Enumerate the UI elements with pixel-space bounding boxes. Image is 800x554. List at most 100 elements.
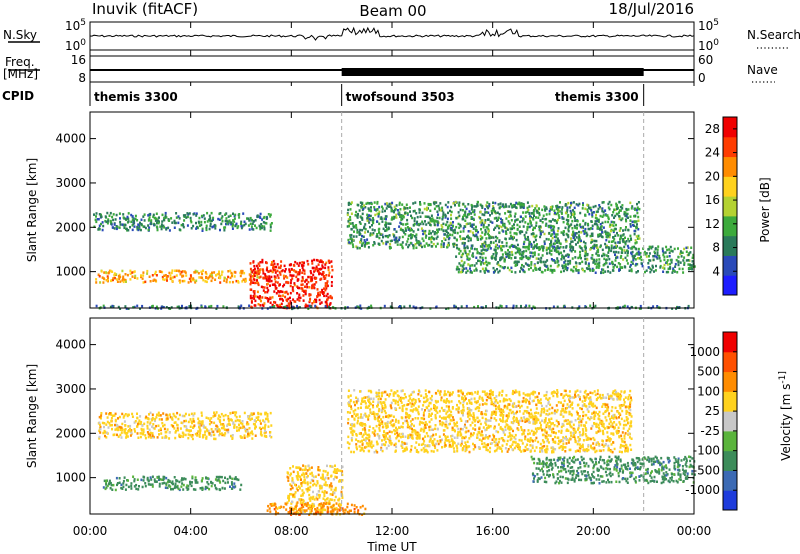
- scatter-cell: [315, 305, 318, 309]
- scatter-cell: [243, 223, 246, 227]
- scatter-cell: [484, 248, 486, 252]
- scatter-cell: [464, 397, 467, 400]
- scatter-cell: [381, 210, 384, 213]
- scatter-cell: [189, 480, 191, 484]
- scatter-cell: [656, 251, 659, 254]
- scatter-cell: [607, 246, 610, 249]
- scatter-cell: [286, 475, 289, 479]
- scatter-cell: [267, 277, 270, 280]
- scatter-cell: [621, 266, 624, 269]
- scatter-cell: [229, 411, 232, 415]
- scatter-cell: [102, 277, 105, 280]
- scatter-cell: [271, 270, 274, 274]
- scatter-cell: [302, 509, 304, 512]
- scatter-cell: [422, 414, 425, 417]
- scatter-cell: [266, 413, 269, 416]
- scatter-cell: [121, 428, 124, 432]
- scatter-cell: [602, 271, 605, 274]
- scatter-cell: [407, 234, 410, 238]
- scatter-cell: [541, 230, 544, 234]
- scatter-cell: [435, 237, 438, 240]
- scatter-cell: [218, 429, 221, 432]
- scatter-cell: [535, 221, 538, 224]
- scatter-cell: [363, 227, 365, 230]
- scatter-cell: [382, 235, 384, 239]
- scatter-cell: [403, 404, 406, 407]
- scatter-cell: [360, 238, 363, 241]
- scatter-cell: [569, 209, 572, 213]
- scatter-cell: [446, 426, 449, 430]
- scatter-cell: [318, 469, 321, 472]
- scatter-cell: [424, 215, 427, 218]
- scatter-cell: [210, 304, 213, 308]
- scatter-cell: [250, 305, 253, 309]
- scatter-cell: [513, 226, 516, 230]
- scatter-cell: [596, 210, 599, 213]
- scatter-cell: [113, 227, 116, 230]
- scatter-cell: [236, 429, 238, 432]
- scatter-cell: [266, 418, 269, 421]
- scatter-cell: [256, 215, 259, 219]
- scatter-cell: [178, 435, 181, 438]
- scatter-cell: [433, 232, 436, 236]
- scatter-cell: [459, 208, 462, 212]
- scatter-cell: [100, 215, 103, 218]
- scatter-cell: [222, 418, 225, 422]
- scatter-cell: [174, 269, 177, 272]
- scatter-cell: [284, 270, 286, 273]
- scatter-cell: [309, 299, 311, 302]
- scatter-cell: [210, 484, 213, 488]
- scatter-cell: [598, 261, 601, 264]
- scatter-cell: [150, 222, 153, 226]
- scatter-cell: [144, 482, 147, 485]
- scatter-cell: [156, 476, 159, 479]
- scatter-cell: [178, 413, 181, 417]
- scatter-cell: [223, 226, 226, 229]
- scatter-cell: [121, 279, 124, 282]
- scatter-cell: [143, 422, 146, 426]
- scatter-cell: [198, 420, 201, 423]
- scatter-cell: [314, 304, 317, 308]
- scatter-cell: [531, 444, 534, 447]
- scatter-cell: [462, 202, 465, 206]
- scatter-cell: [235, 411, 238, 414]
- scatter-cell: [688, 259, 691, 262]
- scatter-cell: [586, 252, 589, 256]
- scatter-cell: [513, 232, 516, 235]
- scatter-cell: [218, 488, 221, 491]
- scatter-cell: [593, 306, 596, 309]
- scatter-cell: [469, 267, 471, 270]
- scatter-cell: [103, 429, 106, 433]
- scatter-cell: [385, 207, 388, 210]
- scatter-cell: [135, 487, 138, 491]
- scatter-cell: [257, 418, 259, 421]
- scatter-cell: [311, 502, 314, 506]
- scatter-cell: [312, 283, 315, 287]
- scatter-cell: [273, 277, 276, 281]
- scatter-cell: [433, 221, 436, 224]
- scatter-cell: [494, 226, 497, 230]
- scatter-cell: [498, 240, 501, 244]
- scatter-cell: [594, 220, 597, 223]
- scatter-cell: [124, 413, 127, 416]
- scatter-cell: [610, 220, 613, 224]
- scatter-cell: [204, 485, 207, 489]
- scatter-cell: [171, 418, 174, 421]
- scatter-cell: [115, 225, 118, 228]
- scatter-cell: [292, 298, 295, 301]
- scatter-cell: [302, 464, 305, 467]
- scatter-cell: [110, 416, 113, 420]
- scatter-cell: [239, 435, 242, 438]
- scatter-cell: [393, 210, 395, 214]
- scatter-cell: [462, 403, 465, 407]
- scatter-cell: [629, 215, 632, 218]
- scatter-cell: [347, 208, 350, 212]
- scatter-cell: [588, 206, 590, 210]
- scatter-cell: [201, 422, 204, 425]
- scatter-cell: [364, 223, 367, 226]
- scatter-cell: [312, 266, 315, 270]
- scatter-cell: [130, 213, 133, 217]
- nsearch-ylabel: N.Search: [747, 28, 800, 42]
- scatter-cell: [348, 442, 351, 446]
- scatter-cell: [566, 206, 569, 209]
